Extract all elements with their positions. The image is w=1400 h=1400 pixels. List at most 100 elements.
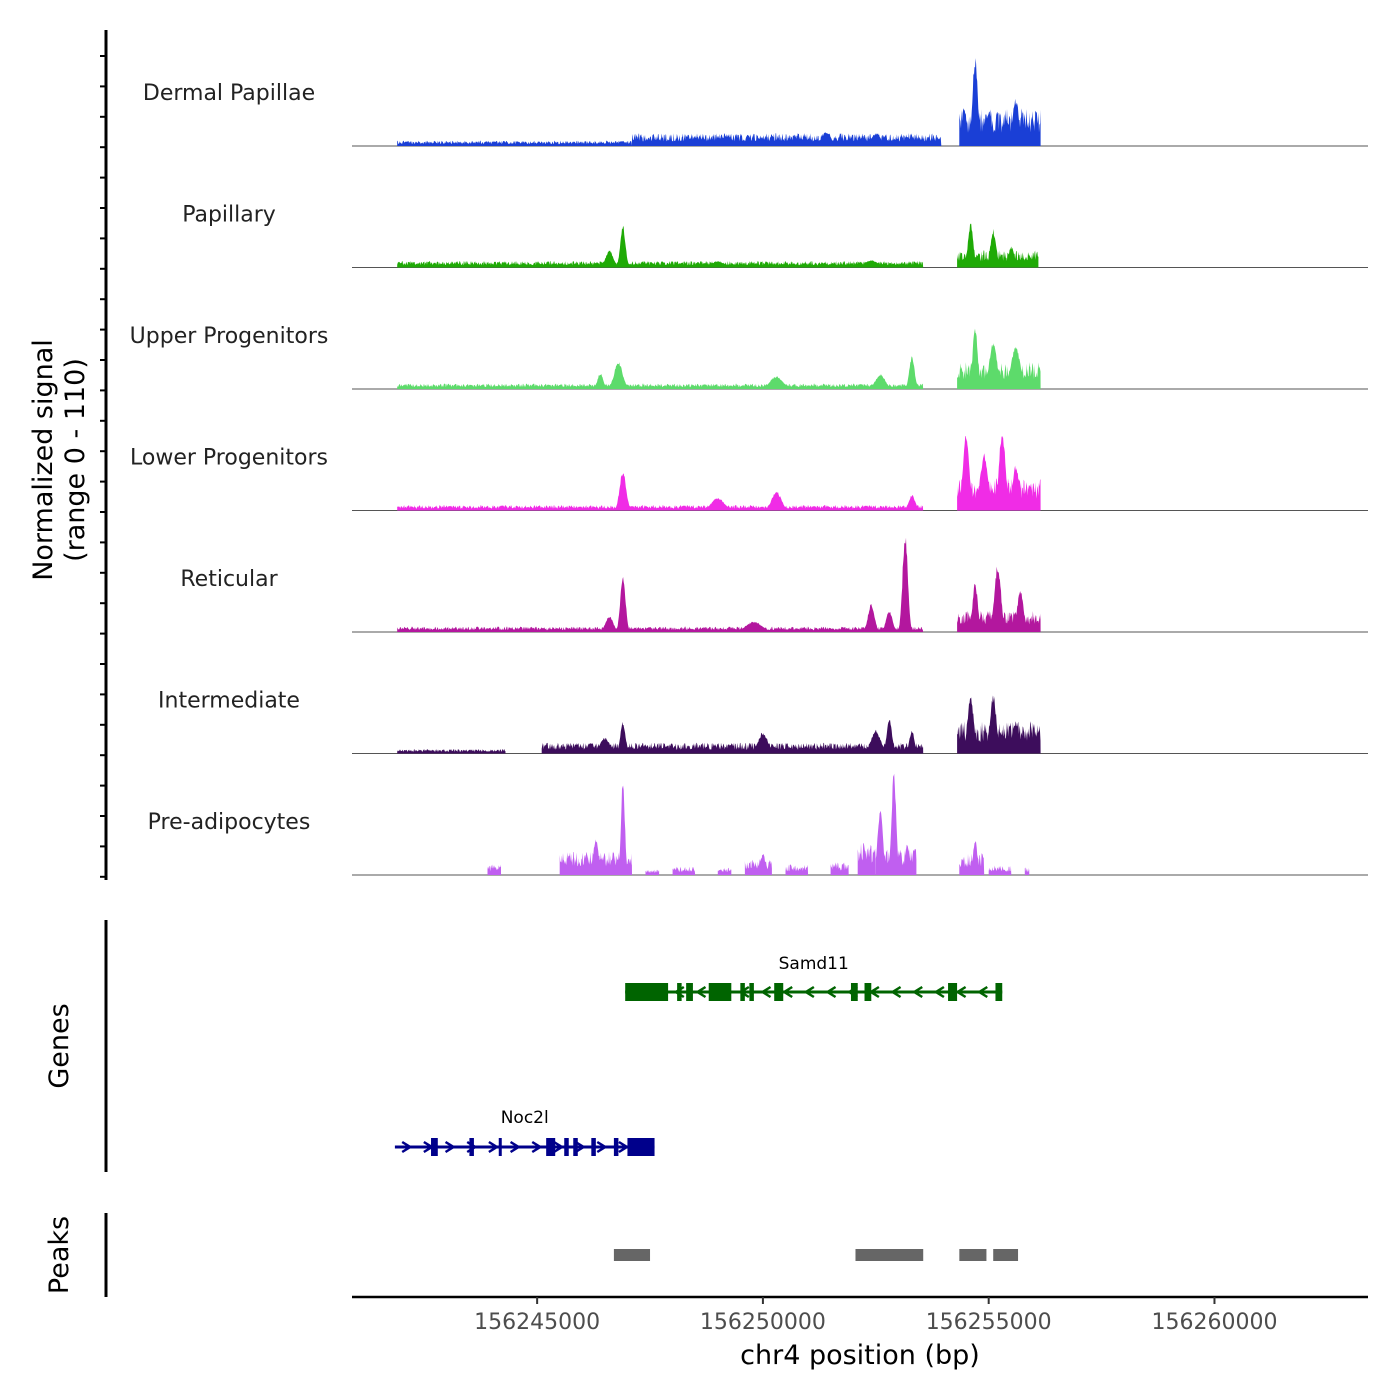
strand-arrow [803,985,815,999]
strand-arrow [695,985,707,999]
coverage-area-segment [397,749,506,754]
gene-exon [749,983,754,1001]
track-label: Pre-adipocytes [148,810,311,835]
coverage-tracks: Dermal Papillae Papillary Upper Progenitor… [130,58,1368,876]
strand-arrow [488,1140,500,1154]
track-label: Lower Progenitors [130,446,328,471]
gene-exon [564,1138,569,1156]
gene-exon [708,983,732,1001]
peaks-panel-label: Peaks [44,1216,75,1294]
coverage-area-segment [857,842,876,875]
track-label: Papillary [182,203,276,228]
gene-exon [627,1138,655,1156]
strand-arrow [401,1140,413,1154]
peak-region [613,1249,651,1261]
coverage-y-ticks [100,55,106,878]
strand-arrow [509,1140,521,1154]
strand-arrow [618,1140,630,1154]
gene-samd11: Samd11 [625,954,1003,1001]
track-upper-progenitors: Upper Progenitors [130,324,1368,390]
gene-exon [546,1138,556,1156]
coverage-area-segment [959,841,985,875]
coverage-area-segment [875,773,917,875]
x-tick-label: 156250000 [700,1310,826,1335]
x-axis-ticks: 156245000 156250000 156255000 156260000 [474,1297,1277,1335]
coverage-area-segment [397,473,924,511]
coverage-area-segment [717,867,732,875]
coverage-area-segment [957,566,1041,632]
track-intermediate: Intermediate [158,689,1368,754]
strand-arrow [553,1140,565,1154]
strand-arrow [574,1140,586,1154]
track-pre-adipocytes: Pre-adipocytes [148,773,1368,876]
gene-exon [774,983,784,1001]
strand-arrow [596,1140,608,1154]
x-tick-label: 156245000 [474,1310,600,1335]
track-lower-progenitors: Lower Progenitors [130,435,1368,511]
strand-arrow [976,985,988,999]
coverage-area-segment [397,356,924,389]
coverage-area-segment [397,140,632,146]
x-tick-label: 156255000 [926,1310,1052,1335]
gene-label: Noc2l [501,1108,549,1128]
strand-arrow [825,985,837,999]
gene-exon [613,1138,619,1156]
coverage-area-segment [957,328,1041,389]
y-axis-range-label: (range 0 - 110) [60,358,91,562]
gene-exon [625,983,669,1001]
coverage-area-segment [744,854,772,875]
track-dermal-papillae: Dermal Papillae [143,58,1368,147]
track-label: Reticular [180,567,278,592]
coverage-area-segment [632,132,942,146]
coverage-area-segment [559,785,632,875]
gene-exon [573,1138,578,1156]
coverage-area-segment [959,58,1041,146]
coverage-area-segment [988,865,1012,875]
gene-exon [591,1138,596,1156]
gene-exon [498,1138,502,1156]
strand-arrow [933,985,945,999]
strand-arrow [444,1140,456,1154]
y-axis-label: Normalized signal [28,339,59,581]
peak-region [959,1249,987,1261]
coverage-area-segment [487,864,501,875]
peak-region [855,1249,924,1261]
track-label: Dermal Papillae [143,81,315,106]
track-label: Intermediate [158,689,300,714]
gene-exon [850,983,858,1001]
gene-noc2l: Noc2l [394,1108,655,1156]
coverage-area-segment [672,866,696,875]
peak-region [993,1249,1019,1261]
coverage-area-segment [397,225,924,268]
coverage-area-segment [957,695,1041,754]
peak-regions [613,1249,1019,1261]
gene-exon [995,983,1003,1001]
track-label: Upper Progenitors [130,324,329,349]
gene-exon [677,983,682,1001]
strand-arrow [531,1140,543,1154]
gene-exon [948,983,958,1001]
strand-arrow [781,985,793,999]
x-tick-label: 156260000 [1151,1310,1277,1335]
gene-exon [469,1138,474,1156]
gene-exon [740,983,745,1001]
coverage-area-segment [830,862,849,875]
track-reticular: Reticular [180,537,1368,633]
strand-arrow [760,985,772,999]
gene-annotations: Samd11 Noc2l [394,954,1003,1156]
track-papillary: Papillary [182,203,1368,268]
gene-exon [686,983,693,1001]
coverage-area-segment [645,869,660,875]
coverage-area-segment [957,223,1039,268]
genes-panel-label: Genes [44,1003,75,1088]
x-axis-label: chr4 position (bp) [740,1340,980,1371]
coverage-area-segment [1024,867,1030,875]
strand-arrow [911,985,923,999]
coverage-area-segment [397,537,924,632]
coverage-area-segment [541,720,924,754]
gene-label: Samd11 [779,954,849,974]
coverage-area-segment [785,864,809,875]
strand-arrow [890,985,902,999]
gene-exon [431,1138,438,1156]
